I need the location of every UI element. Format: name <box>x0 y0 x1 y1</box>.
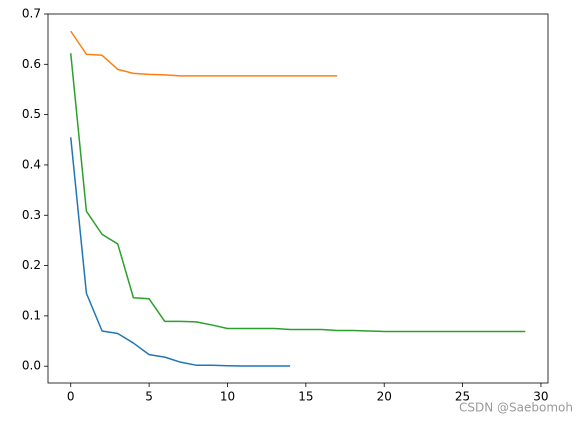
y-tick-label: 0.1 <box>22 308 41 322</box>
x-tick-label: 10 <box>220 390 235 404</box>
axes-frame <box>47 13 549 384</box>
x-tick-label: 20 <box>377 390 392 404</box>
y-tick-label: 0.0 <box>22 359 41 373</box>
y-tick-label: 0.2 <box>22 258 41 272</box>
watermark: CSDN @Saebomoh <box>459 401 573 415</box>
x-tick-label: 5 <box>145 390 153 404</box>
y-tick-label: 0.4 <box>22 157 41 171</box>
x-tick-label: 30 <box>533 390 548 404</box>
series-line <box>69 137 291 367</box>
x-tick-label: 15 <box>298 390 313 404</box>
x-tick-label: 25 <box>455 390 470 404</box>
x-tick-label: 0 <box>67 390 75 404</box>
y-tick-label: 0.3 <box>22 208 41 222</box>
y-tick-label: 0.5 <box>22 107 41 121</box>
series-line <box>70 30 338 77</box>
series-line <box>69 53 526 333</box>
y-tick-label: 0.6 <box>22 57 41 71</box>
y-tick-label: 0.7 <box>22 7 41 21</box>
